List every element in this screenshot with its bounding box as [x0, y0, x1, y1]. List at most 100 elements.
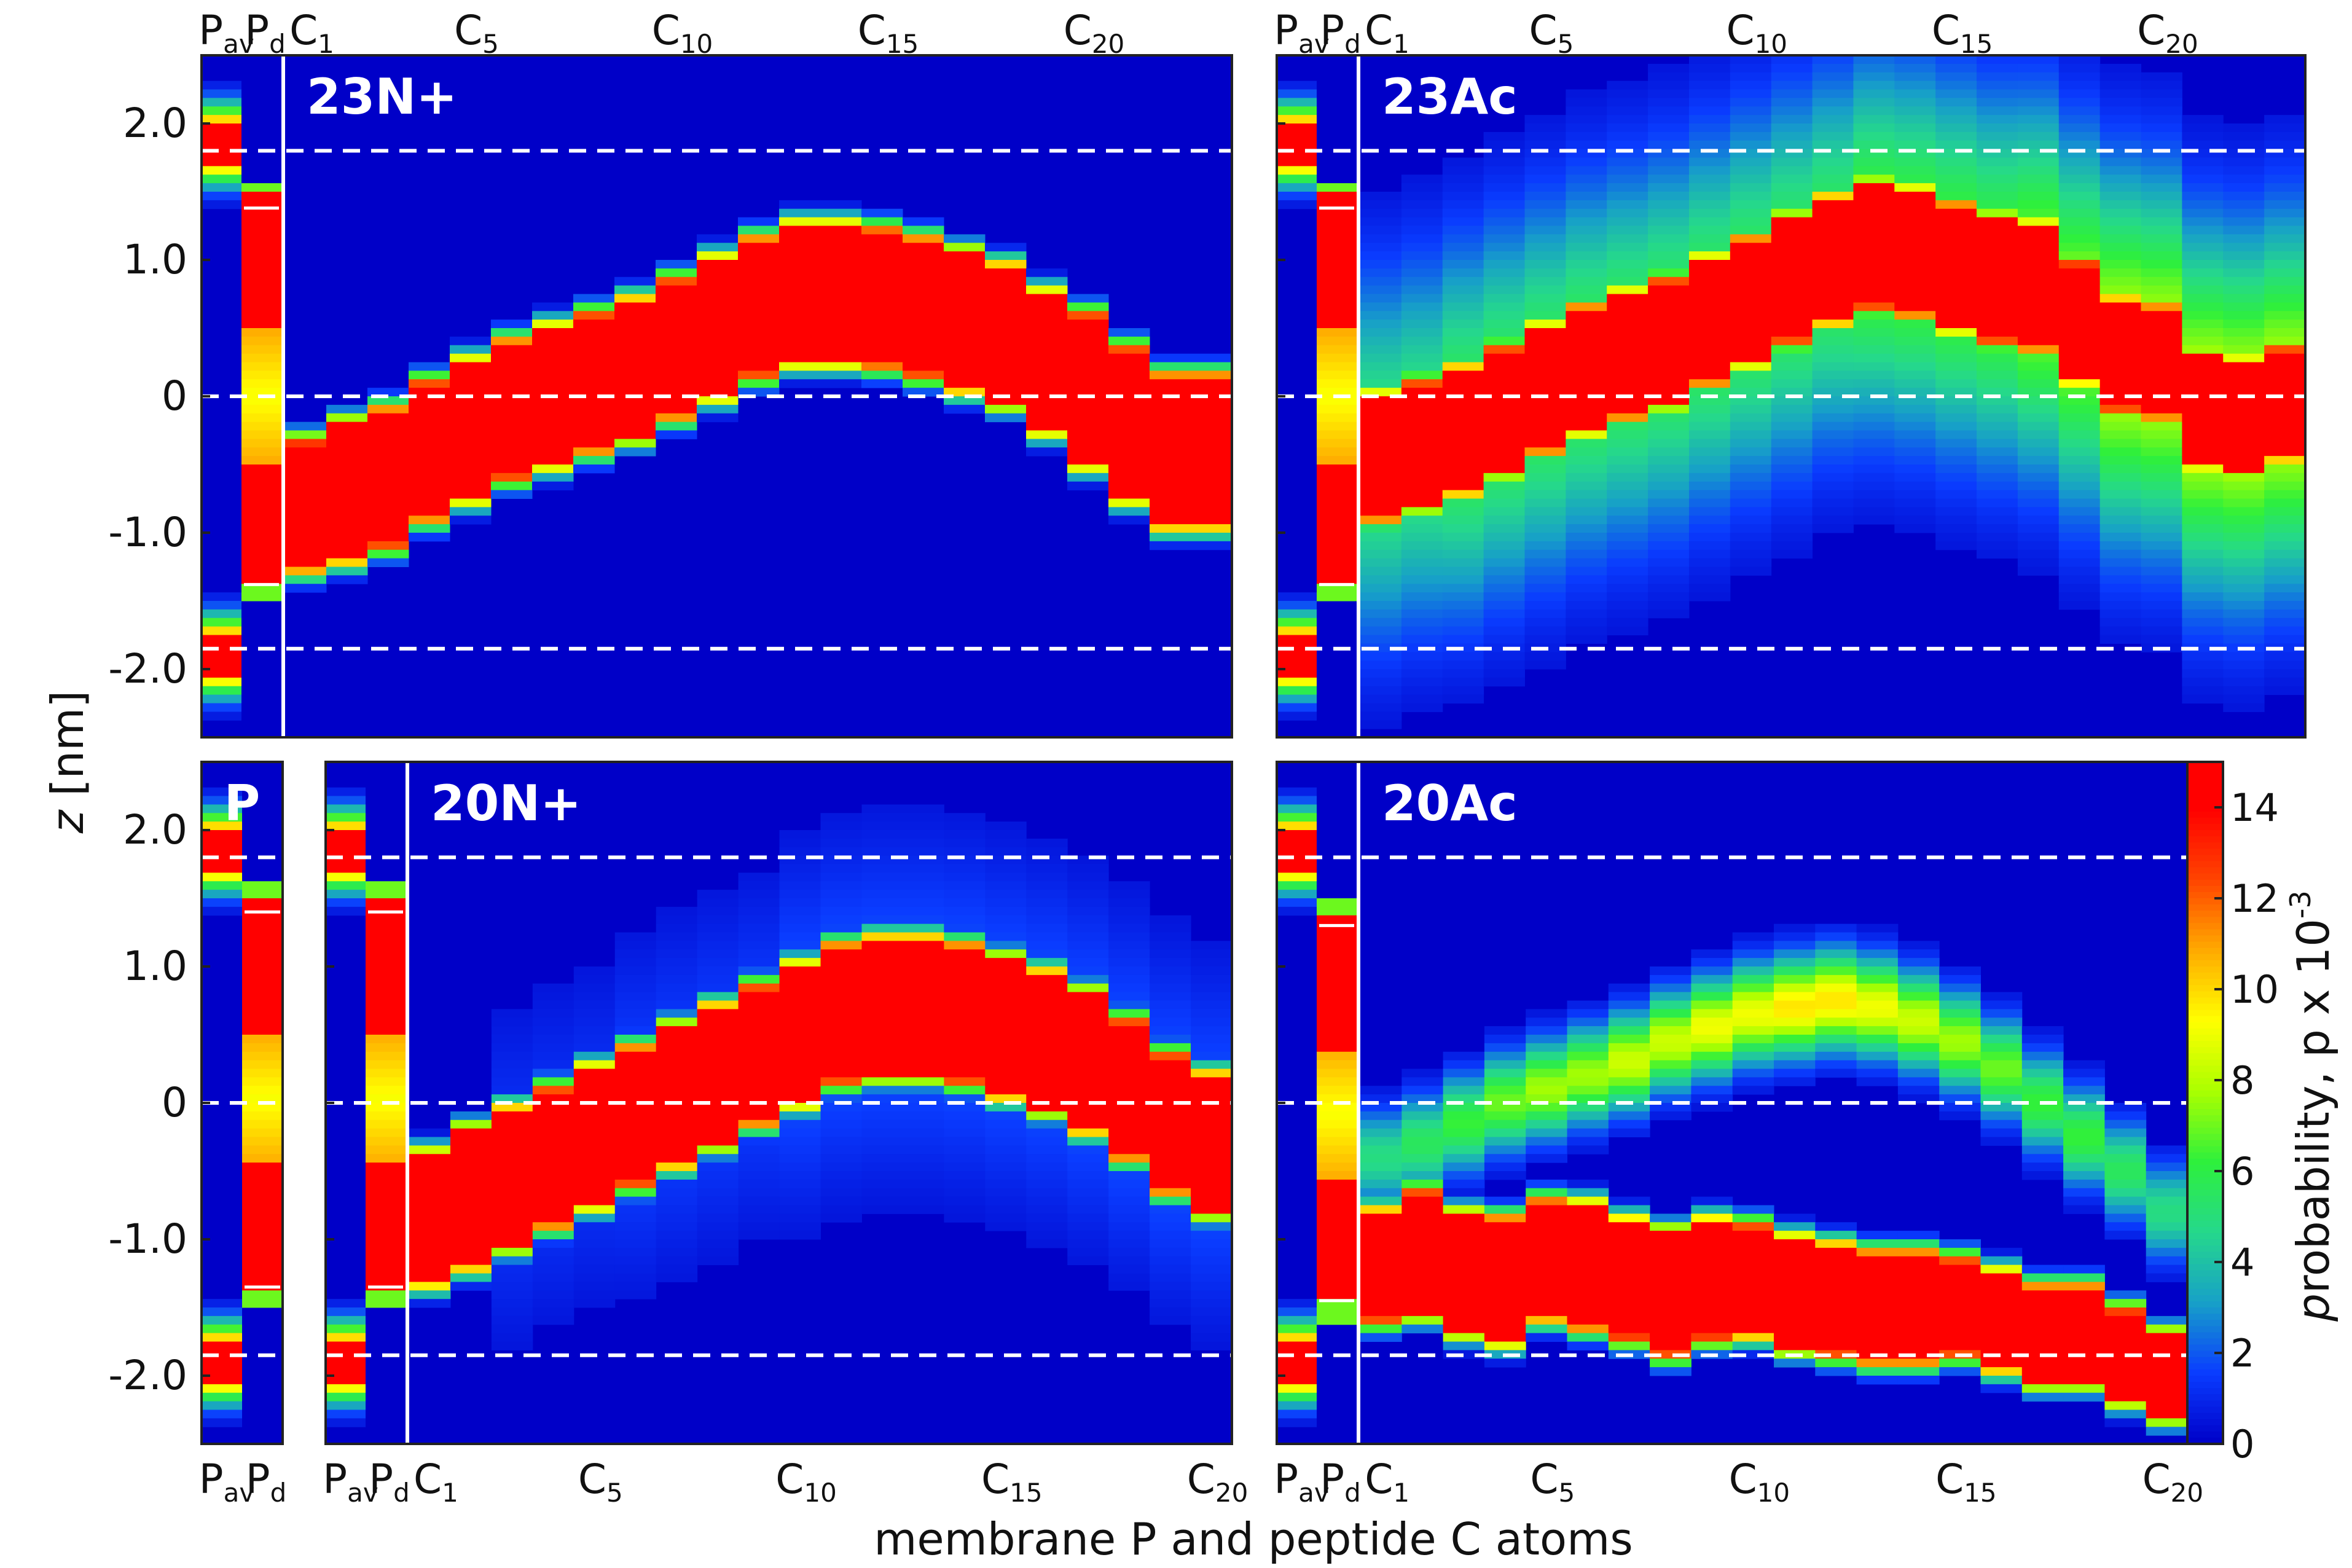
heat-cell — [2058, 63, 2101, 73]
heat-cell — [1067, 1128, 1109, 1137]
heat-cell — [1853, 115, 1895, 124]
heat-cell — [1360, 609, 1402, 619]
heat-cell — [2146, 1256, 2188, 1266]
heat-cell — [1401, 635, 1443, 644]
heat-cell — [367, 421, 409, 431]
heat-cell — [1566, 379, 1607, 388]
heat-cell — [614, 294, 656, 303]
heat-cell — [1484, 1154, 1526, 1163]
heat-cell — [1443, 1341, 1485, 1350]
heat-cell — [861, 370, 903, 380]
heat-cell — [2058, 379, 2101, 388]
heat-cell — [450, 515, 492, 525]
heat-cell — [1648, 498, 1690, 508]
heat-cell — [1401, 396, 1443, 406]
heat-cell — [2141, 558, 2182, 567]
heat-cell-pd — [366, 1299, 406, 1308]
heat-cell — [2141, 404, 2182, 414]
heat-cell — [2063, 1376, 2105, 1385]
heat-cell — [1150, 1154, 1191, 1163]
heat-cell — [1650, 1307, 1691, 1317]
heat-cell — [1108, 923, 1150, 933]
heat-cell — [1853, 192, 1895, 201]
heat-cell — [1856, 1017, 1899, 1027]
heat-cell — [1484, 1307, 1526, 1317]
heat-cell — [985, 1111, 1027, 1121]
heat-cell — [2099, 388, 2142, 397]
heat-cell — [1067, 1094, 1109, 1103]
heat-cell — [779, 268, 821, 278]
heat-cell-pd — [1317, 430, 1357, 439]
heat-cell — [614, 1086, 657, 1095]
heat-cell — [2104, 1171, 2147, 1180]
heat-cell — [1853, 55, 1895, 65]
heat-cell — [2017, 507, 2060, 516]
heat-cell — [820, 966, 862, 976]
heat-cell — [985, 396, 1027, 406]
heat-cell — [2141, 566, 2182, 576]
heat-cell — [1067, 1171, 1109, 1180]
heat-cell — [1688, 208, 1731, 218]
heat-cell — [1108, 1273, 1150, 1282]
panel-label: 23Ac — [1382, 68, 1518, 125]
heat-cell — [1026, 1111, 1068, 1121]
heat-cell — [2264, 208, 2306, 218]
heat-cell — [1980, 1299, 2023, 1308]
heat-cell — [1774, 1000, 1816, 1009]
heat-cell — [2264, 268, 2306, 278]
heat-cell — [573, 1282, 616, 1291]
heat-cell — [2021, 1043, 2064, 1053]
heat-cell — [738, 1060, 780, 1069]
heat-cell — [1648, 481, 1690, 491]
heat-cell-pd — [1317, 549, 1357, 559]
heat-cell — [1191, 1188, 1233, 1198]
heat-cell — [1935, 98, 1977, 107]
heat-cell — [2017, 217, 2060, 226]
heat-cell — [861, 260, 903, 269]
heat-cell — [2099, 200, 2142, 210]
heat-cell — [1191, 1282, 1233, 1291]
heat-cell — [450, 456, 492, 465]
heat-cell — [2182, 260, 2224, 269]
heat-cell — [820, 1162, 862, 1172]
heat-cell — [1566, 157, 1607, 167]
heat-cell — [1894, 225, 1936, 235]
heat-cell — [1108, 1162, 1150, 1172]
heat-cell — [985, 413, 1027, 423]
heat-cell — [656, 1000, 698, 1009]
heat-cell — [2141, 617, 2182, 627]
heat-cell — [2182, 362, 2224, 371]
colorbar-cell — [2187, 799, 2223, 806]
heat-cell — [1688, 217, 1731, 226]
heat-cell — [1977, 192, 2018, 201]
heat-cell — [1935, 404, 1977, 414]
heat-cell — [2021, 1324, 2064, 1334]
heat-cell — [779, 1128, 821, 1137]
heat-cell — [656, 974, 698, 984]
heat-cell — [697, 388, 739, 397]
heat-cell — [2063, 1188, 2105, 1198]
heat-cell — [1483, 617, 1525, 627]
heat-cell — [1191, 1341, 1233, 1350]
heat-cell — [2182, 115, 2224, 124]
heat-cell-pd — [1317, 1060, 1357, 1069]
heat-cell — [2223, 498, 2265, 508]
heat-cell — [1067, 1060, 1109, 1069]
heat-cell-pd — [241, 362, 281, 371]
heat-cell — [1067, 1035, 1109, 1044]
heat-cell — [1067, 302, 1109, 312]
heat-cell — [656, 311, 697, 320]
heat-cell — [1856, 1299, 1899, 1308]
heat-cell — [1648, 601, 1690, 610]
heat-cell — [1524, 490, 1566, 499]
heat-cell — [903, 1162, 944, 1172]
heat-cell — [1939, 1043, 1981, 1053]
heat-cell — [1567, 1299, 1609, 1308]
heat-cell — [1401, 1264, 1444, 1274]
heat-cell — [1608, 1000, 1650, 1009]
heat-cell — [1524, 515, 1566, 525]
heat-cell — [1483, 192, 1525, 201]
heat-cell — [1771, 157, 1813, 167]
heat-cell — [944, 285, 986, 294]
heat-cell — [2063, 1264, 2105, 1274]
